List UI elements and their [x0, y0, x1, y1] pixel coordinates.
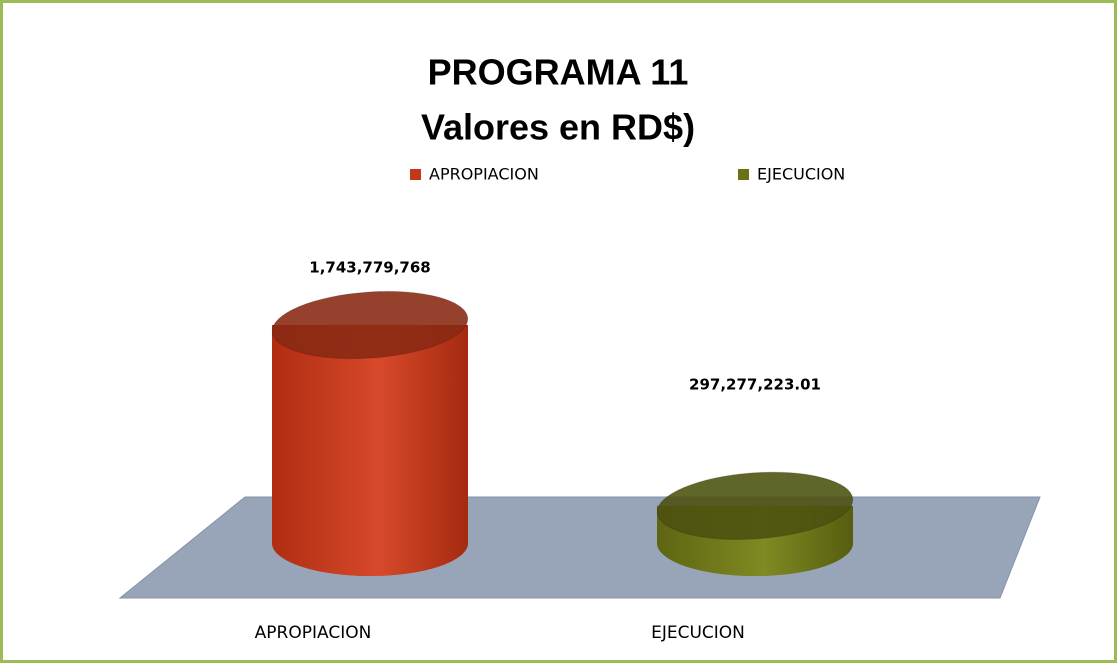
bar — [272, 325, 468, 576]
data-label: 1,743,779,768 — [309, 259, 430, 277]
cylinder-top — [271, 290, 469, 360]
legend-swatch — [410, 169, 421, 180]
legend-label: APROPIACION — [429, 165, 539, 184]
x-tick-label: EJECUCION — [651, 623, 745, 643]
legend-label: EJECUCION — [757, 165, 845, 184]
floor — [118, 496, 1041, 599]
data-label: 297,277,223.01 — [689, 376, 821, 394]
chart-title: PROGRAMA 11 — [428, 52, 689, 93]
cylinder-top-shade — [272, 291, 468, 359]
x-tick-label: APROPIACION — [255, 623, 372, 643]
chart-subtitle: Valores en RD$) — [421, 107, 695, 148]
cylinder-top — [656, 471, 854, 540]
cylinder-top-shade — [657, 472, 853, 540]
legend-swatch — [738, 169, 749, 180]
